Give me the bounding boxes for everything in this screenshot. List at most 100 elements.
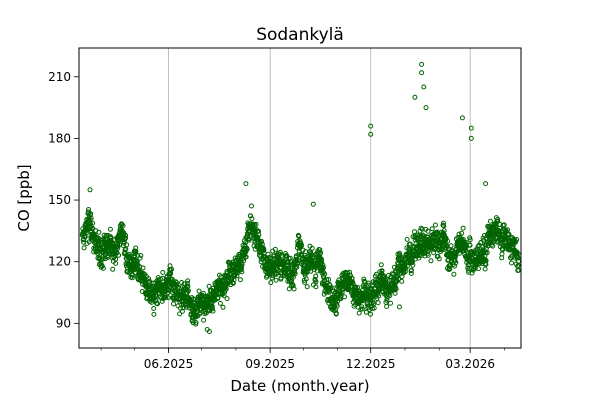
data-point: [175, 284, 181, 290]
data-point: [363, 309, 369, 315]
data-point: [87, 221, 93, 227]
data-point: [133, 248, 139, 254]
data-point: [239, 269, 245, 275]
data-point: [177, 311, 183, 317]
data-point: [408, 271, 414, 276]
data-point: [151, 311, 157, 317]
data-point: [379, 268, 385, 274]
data-point: [445, 238, 451, 244]
data-point: [88, 211, 94, 217]
data-point: [460, 225, 466, 231]
data-point: [483, 258, 489, 264]
data-point: [393, 286, 399, 292]
data-point: [261, 247, 267, 253]
data-point: [138, 253, 144, 258]
data-point: [252, 221, 257, 227]
data-point: [320, 262, 326, 268]
data-point: [407, 241, 413, 247]
data-point: [82, 234, 88, 240]
data-point: [255, 234, 261, 240]
data-point: [286, 265, 292, 271]
data-point: [313, 284, 319, 290]
data-point: [90, 225, 96, 231]
plot-frame: [78, 47, 522, 349]
data-point: [126, 251, 132, 257]
data-point: [224, 296, 230, 302]
data-point: [123, 235, 128, 241]
data-point: [482, 266, 488, 272]
data-point: [402, 269, 408, 275]
data-point: [314, 268, 320, 274]
data-point: [308, 268, 314, 274]
data-point: [475, 243, 481, 249]
data-point: [100, 265, 106, 271]
data-point: [376, 293, 382, 299]
data-point: [237, 277, 243, 283]
data-point: [428, 258, 434, 264]
data-point: [322, 271, 328, 277]
x-tick-label: 03.2026: [445, 357, 495, 371]
data-point: [210, 308, 216, 314]
data-point: [448, 243, 454, 249]
data-point: [342, 294, 347, 300]
data-point: [209, 306, 215, 312]
data-point: [155, 301, 160, 307]
data-point: [249, 216, 255, 222]
data-point: [436, 256, 442, 262]
data-point: [122, 247, 128, 253]
data-point: [380, 272, 386, 278]
data-point: [137, 255, 143, 261]
data-point: [234, 270, 240, 276]
data-point: [384, 297, 390, 303]
data-point: [272, 246, 278, 252]
data-point: [334, 303, 340, 309]
y-tick-label: 180: [48, 131, 71, 145]
data-point: [181, 281, 187, 287]
data-point: [120, 223, 126, 229]
data-point: [453, 260, 459, 266]
data-point: [368, 123, 374, 129]
data-point: [122, 249, 128, 255]
data-point: [509, 260, 515, 266]
data-point: [95, 251, 101, 257]
data-point: [375, 300, 381, 306]
data-point: [243, 240, 248, 246]
data-point: [399, 278, 405, 284]
data-point: [287, 255, 293, 261]
data-point: [396, 304, 402, 310]
data-point: [249, 203, 254, 209]
data-point: [87, 187, 93, 193]
data-point: [133, 245, 139, 251]
data-point: [259, 238, 265, 244]
data-point: [292, 271, 298, 277]
data-point: [513, 239, 519, 245]
data-point: [165, 290, 171, 296]
data-point: [200, 290, 206, 296]
data-point: [273, 277, 279, 283]
y-tick-label: 150: [48, 193, 71, 207]
data-point: [409, 260, 415, 265]
data-point: [129, 275, 135, 281]
data-point: [419, 61, 425, 67]
data-point: [123, 233, 129, 239]
data-point: [388, 300, 393, 306]
data-point: [201, 317, 207, 323]
data-point: [368, 311, 373, 317]
data-point: [425, 228, 431, 234]
data-point: [374, 271, 379, 277]
data-point: [487, 218, 493, 224]
data-point: [119, 221, 125, 227]
data-point: [412, 94, 418, 100]
data-point: [185, 288, 191, 294]
data-point: [193, 320, 199, 325]
data-point: [441, 220, 446, 226]
data-point: [378, 262, 384, 268]
data-point: [304, 284, 310, 290]
data-point: [384, 304, 390, 309]
data-point: [268, 280, 274, 286]
data-point: [90, 220, 96, 226]
data-point: [421, 84, 427, 90]
data-point: [396, 276, 402, 282]
data-point: [234, 273, 240, 279]
data-point: [103, 233, 109, 239]
